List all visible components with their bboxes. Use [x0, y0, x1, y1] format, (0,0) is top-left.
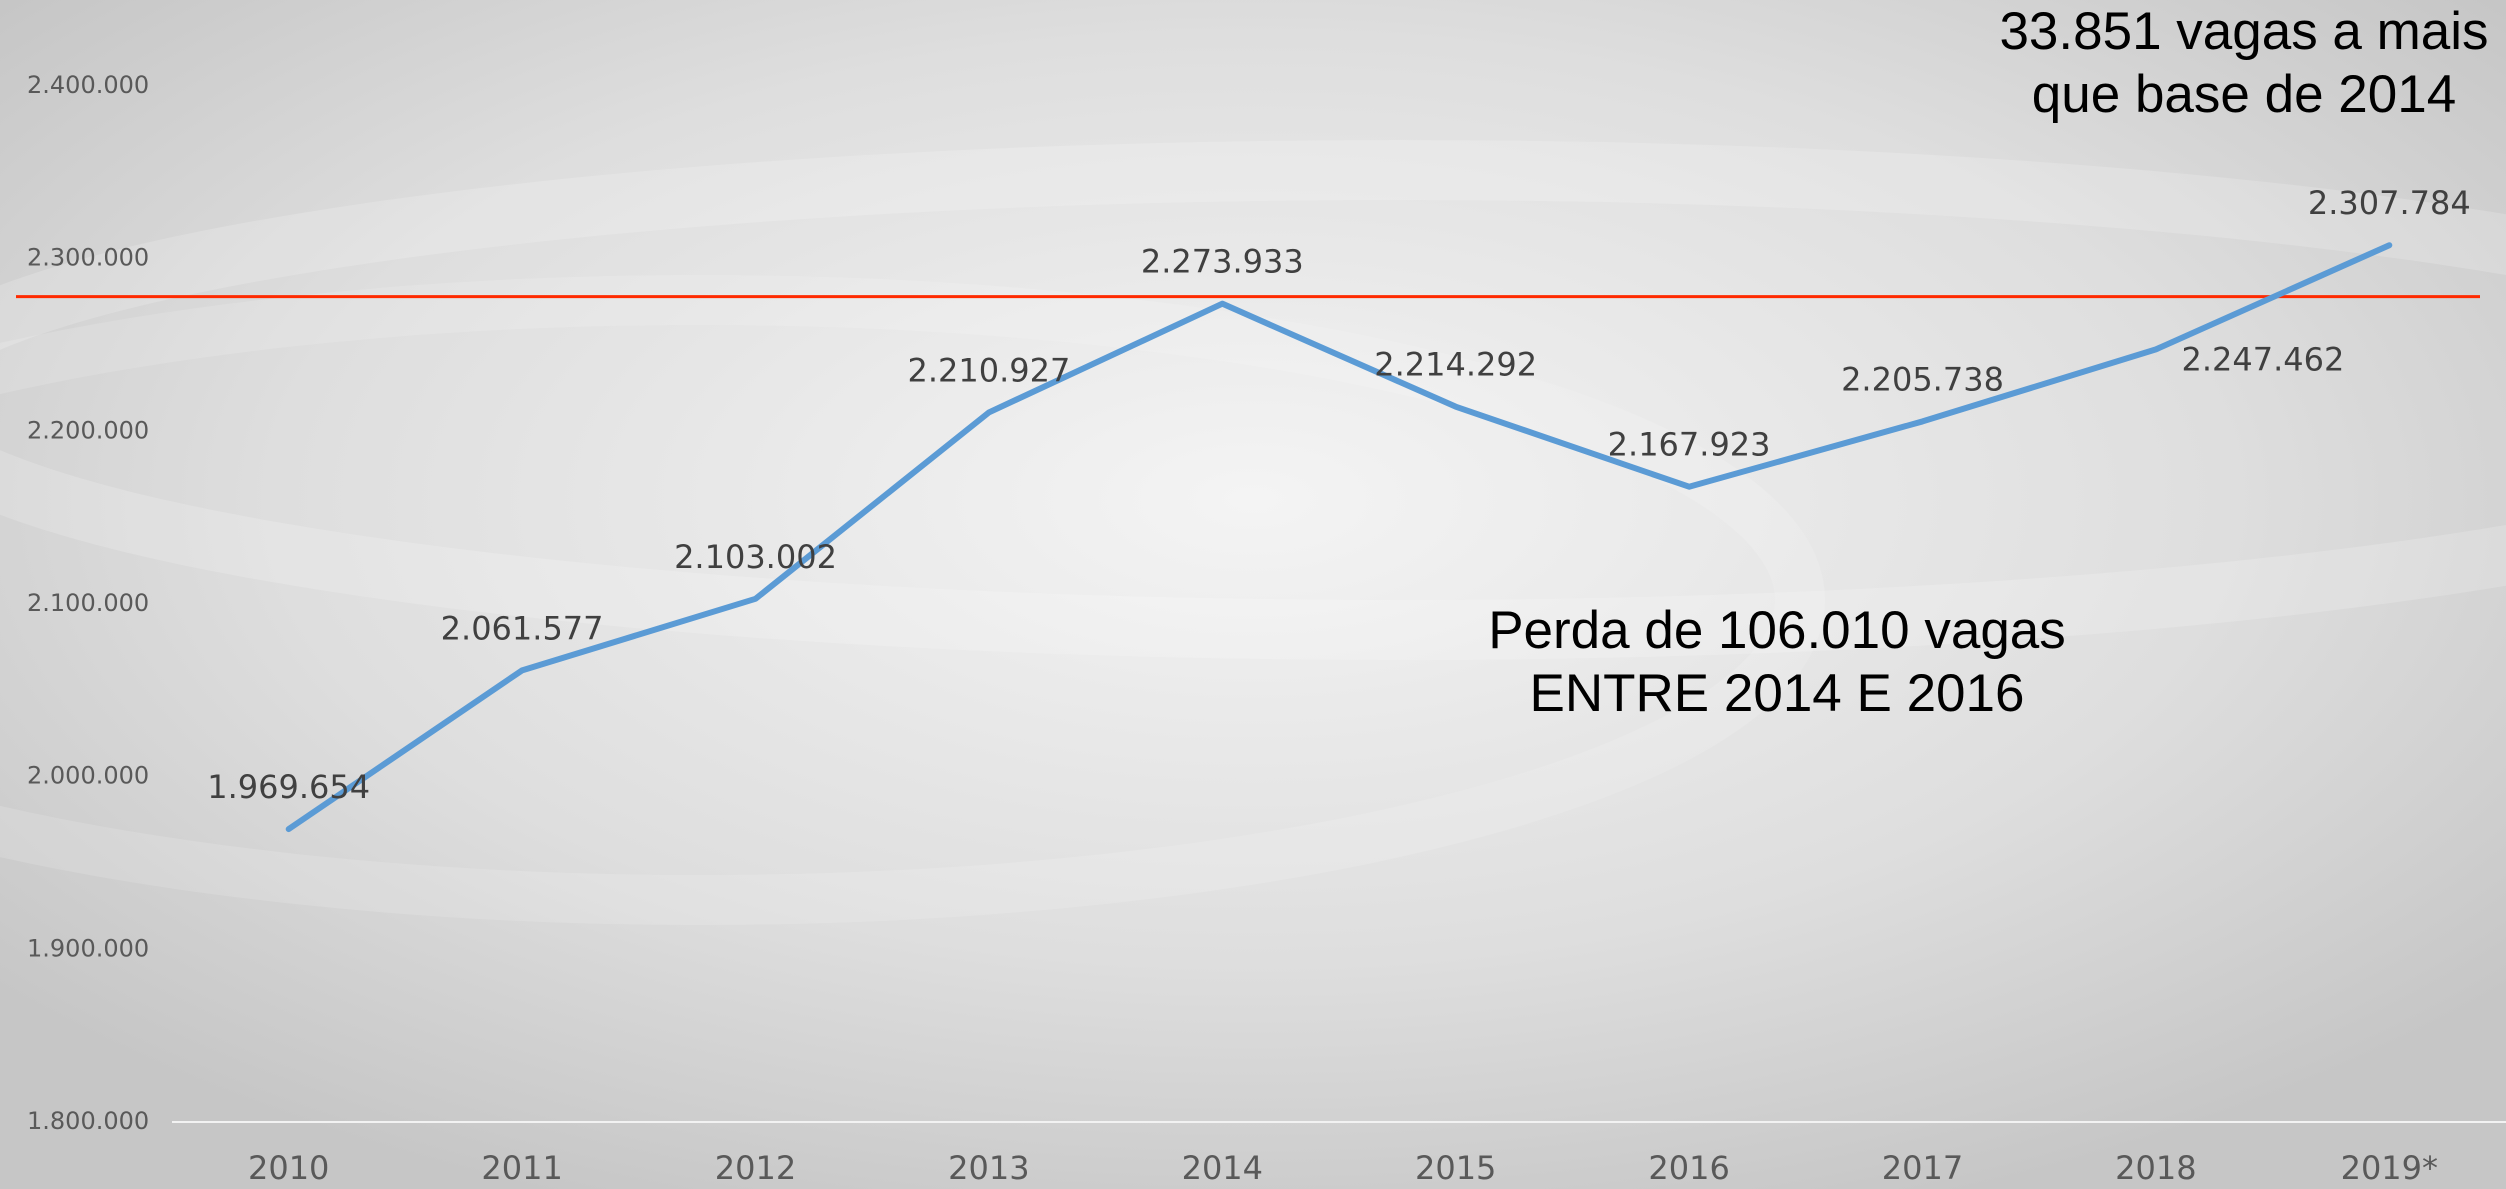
x-tick-label: 2016	[1648, 1149, 1729, 1187]
x-tick-label: 2010	[248, 1149, 329, 1187]
y-tick-label: 2.200.000	[27, 416, 149, 444]
plot: 1.800.000 1.900.000 2.000.000 2.100.000 2.20…	[16, 2, 2506, 1187]
x-tick-label: 2014	[1182, 1149, 1263, 1187]
data-label: 1.969.654	[207, 768, 370, 806]
annotation: que base de 2014	[2032, 65, 2456, 124]
data-label: 2.247.462	[2181, 340, 2344, 378]
data-label: 2.103.002	[674, 538, 837, 576]
annotation: ENTRE 2014 E 2016	[1530, 664, 2025, 723]
x-tick-label: 2018	[2115, 1149, 2196, 1187]
annotation: 33.851 vagas a mais	[1999, 2, 2488, 61]
x-tick-label: 2013	[948, 1149, 1029, 1187]
data-label: 2.167.923	[1608, 426, 1771, 464]
decor	[0, 140, 2506, 660]
decor	[0, 275, 1825, 925]
data-line	[285, 242, 2393, 833]
data-label: 2.273.933	[1141, 243, 1304, 281]
x-tick-label: 2019*	[2341, 1149, 2438, 1187]
data-label: 2.307.784	[2308, 184, 2471, 222]
y-tick-label: 1.800.000	[27, 1107, 149, 1135]
y-tick-label: 2.300.000	[27, 244, 149, 272]
data-label: 2.205.738	[1841, 360, 2004, 398]
data-label: 2.210.927	[907, 351, 1070, 389]
y-tick-label: 2.400.000	[27, 71, 149, 99]
annotation: Perda de 106.010 vagas	[1488, 601, 2066, 660]
data-label: 2.214.292	[1374, 346, 1537, 384]
x-tick-label: 2012	[715, 1149, 796, 1187]
data-label: 2.061.577	[441, 609, 604, 647]
x-tick-label: 2015	[1415, 1149, 1496, 1187]
x-tick-label: 2011	[481, 1149, 562, 1187]
x-tick-label: 2017	[1882, 1149, 1963, 1187]
y-tick-label: 1.900.000	[27, 934, 149, 962]
y-tick-label: 2.100.000	[27, 589, 149, 617]
y-tick-label: 2.000.000	[27, 762, 149, 790]
